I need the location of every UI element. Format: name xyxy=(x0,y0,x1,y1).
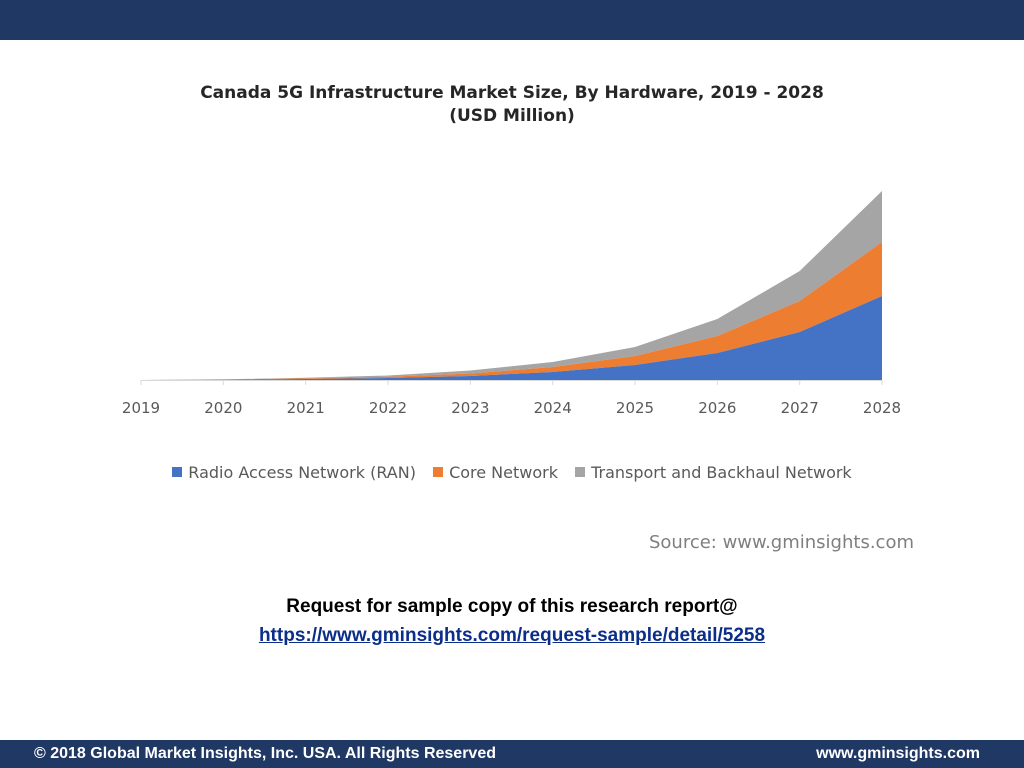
legend-item-transport: Transport and Backhaul Network xyxy=(575,463,852,482)
chart-legend: Radio Access Network (RAN) Core Network … xyxy=(0,463,1024,482)
x-tick-label-2019: 2019 xyxy=(122,399,160,417)
header-bar xyxy=(0,0,1024,40)
x-tick-label-2024: 2024 xyxy=(534,399,572,417)
chart-title-text: Canada 5G Infrastructure Market Size, By… xyxy=(200,83,824,103)
x-tick-label-2028: 2028 xyxy=(863,399,901,417)
request-block: Request for sample copy of this research… xyxy=(0,592,1024,650)
legend-label-transport: Transport and Backhaul Network xyxy=(591,463,852,482)
chart-subtitle-text: (USD Million) xyxy=(449,106,575,126)
area-ran xyxy=(141,296,882,380)
footer-website-link[interactable]: www.gminsights.com xyxy=(816,745,980,762)
x-axis-ticks xyxy=(140,380,883,385)
source-note: Source: www.gminsights.com xyxy=(648,532,914,553)
chart-areas xyxy=(141,191,882,380)
x-tick-label-2021: 2021 xyxy=(287,399,325,417)
request-sample-link[interactable]: https://www.gminsights.com/request-sampl… xyxy=(258,625,766,646)
footer-copyright: © 2018 Global Market Insights, Inc. USA.… xyxy=(34,745,496,762)
chart-title: Canada 5G Infrastructure Market Size, By… xyxy=(0,82,1024,128)
legend-item-ran: Radio Access Network (RAN) xyxy=(172,463,416,482)
legend-label-core: Core Network xyxy=(449,463,558,482)
legend-item-core: Core Network xyxy=(433,463,558,482)
footer-bar: © 2018 Global Market Insights, Inc. USA.… xyxy=(0,740,1024,768)
x-tick-label-2027: 2027 xyxy=(781,399,819,417)
legend-swatch-transport xyxy=(575,467,586,477)
legend-swatch-ran xyxy=(172,467,183,477)
legend-swatch-core xyxy=(433,467,444,477)
x-tick-label-2025: 2025 xyxy=(616,399,654,417)
x-tick-label-2020: 2020 xyxy=(204,399,242,417)
legend-label-ran: Radio Access Network (RAN) xyxy=(188,463,416,482)
x-tick-label-2022: 2022 xyxy=(369,399,407,417)
area-transport xyxy=(141,191,882,380)
area-core xyxy=(141,242,882,380)
x-tick-label-2026: 2026 xyxy=(698,399,736,417)
x-axis-tick-labels: 2019 2020 2021 2022 2023 2024 2025 2026 2027 2028 xyxy=(122,399,901,417)
request-text: Request for sample copy of this research… xyxy=(286,596,738,617)
x-tick-label-2023: 2023 xyxy=(451,399,489,417)
area-chart: 2019 2020 2021 2022 2023 2024 2025 2026 2027 2028 xyxy=(122,191,901,417)
